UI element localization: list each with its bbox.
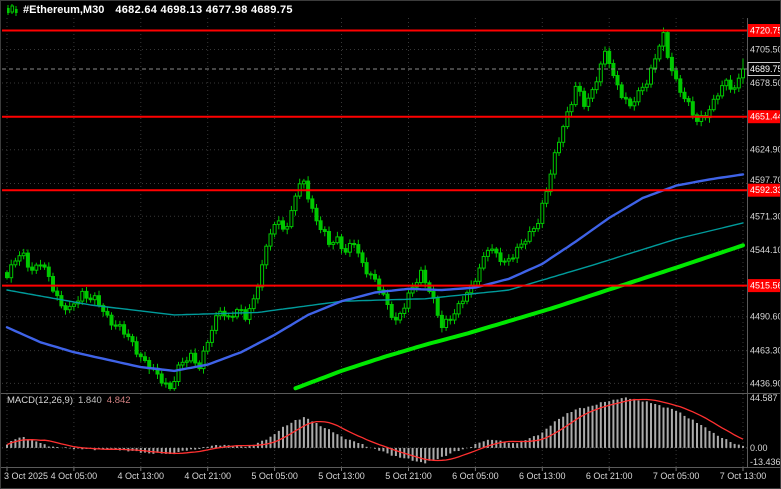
macd-name: MACD(12,26,9) [7, 395, 73, 406]
svg-text:0.00: 0.00 [750, 443, 768, 453]
candlesticks [5, 27, 745, 391]
ma-teal-line [6, 222, 744, 316]
svg-text:4463.30: 4463.30 [750, 346, 781, 356]
ma-blue-line [5, 173, 745, 373]
svg-text:4 Oct 13:00: 4 Oct 13:00 [118, 471, 165, 481]
svg-text:4 Oct 05:00: 4 Oct 05:00 [51, 471, 98, 481]
svg-text:6 Oct 21:00: 6 Oct 21:00 [586, 471, 633, 481]
level-lines[interactable] [2, 29, 747, 287]
time-axis[interactable]: 3 Oct 2025 4 Oct 05:00 4 Oct 13:00 4 Oct 21… [4, 468, 766, 481]
svg-text:4597.70: 4597.70 [750, 175, 781, 185]
svg-text:5 Oct 13:00: 5 Oct 13:00 [318, 471, 365, 481]
svg-text:7 Oct 05:00: 7 Oct 05:00 [653, 471, 700, 481]
svg-text:5 Oct 21:00: 5 Oct 21:00 [385, 471, 432, 481]
svg-text:4515.56: 4515.56 [750, 281, 781, 291]
svg-text:4624.90: 4624.90 [750, 145, 781, 155]
svg-text:4544.10: 4544.10 [750, 245, 781, 255]
svg-text:4592.33: 4592.33 [750, 185, 781, 195]
chart-title-symbol: #Ethereum,M30 [23, 3, 105, 16]
svg-text:4678.50: 4678.50 [750, 78, 781, 88]
chart-icon [6, 3, 18, 16]
svg-text:-13.436: -13.436 [750, 457, 781, 467]
svg-text:4 Oct 21:00: 4 Oct 21:00 [184, 471, 231, 481]
svg-text:4705.50: 4705.50 [750, 45, 781, 55]
svg-text:6 Oct 05:00: 6 Oct 05:00 [452, 471, 499, 481]
svg-text:4720.75: 4720.75 [750, 26, 781, 36]
svg-text:6 Oct 13:00: 6 Oct 13:00 [519, 471, 566, 481]
svg-text:5 Oct 05:00: 5 Oct 05:00 [251, 471, 298, 481]
svg-text:44.587: 44.587 [750, 393, 778, 403]
svg-text:4651.44: 4651.44 [750, 112, 781, 122]
chart-title-ohlc: 4682.64 4698.13 4677.98 4689.75 [115, 3, 293, 16]
macd-signal-value: 4.842 [106, 395, 131, 406]
svg-text:4490.60: 4490.60 [750, 312, 781, 322]
grid-lines [2, 18, 747, 467]
price-axis[interactable]: 4705.50 4678.50 4624.90 4597.70 4571.30 4544.… [747, 24, 781, 467]
ma-green-line [293, 243, 745, 391]
macd-indicator-label: MACD(12,26,9) 1.840 4.842 [7, 395, 131, 406]
svg-text:3 Oct 2025: 3 Oct 2025 [4, 471, 48, 481]
svg-text:7 Oct 13:00: 7 Oct 13:00 [720, 471, 767, 481]
svg-text:4436.90: 4436.90 [750, 378, 781, 388]
svg-text:4689.75: 4689.75 [750, 64, 781, 74]
macd-signal-line [6, 398, 744, 462]
macd-main-value: 1.840 [78, 395, 102, 406]
chart-window-titlebar[interactable]: #Ethereum,M30 4682.64 4698.13 4677.98 46… [1, 1, 780, 18]
svg-text:4571.30: 4571.30 [750, 211, 781, 221]
